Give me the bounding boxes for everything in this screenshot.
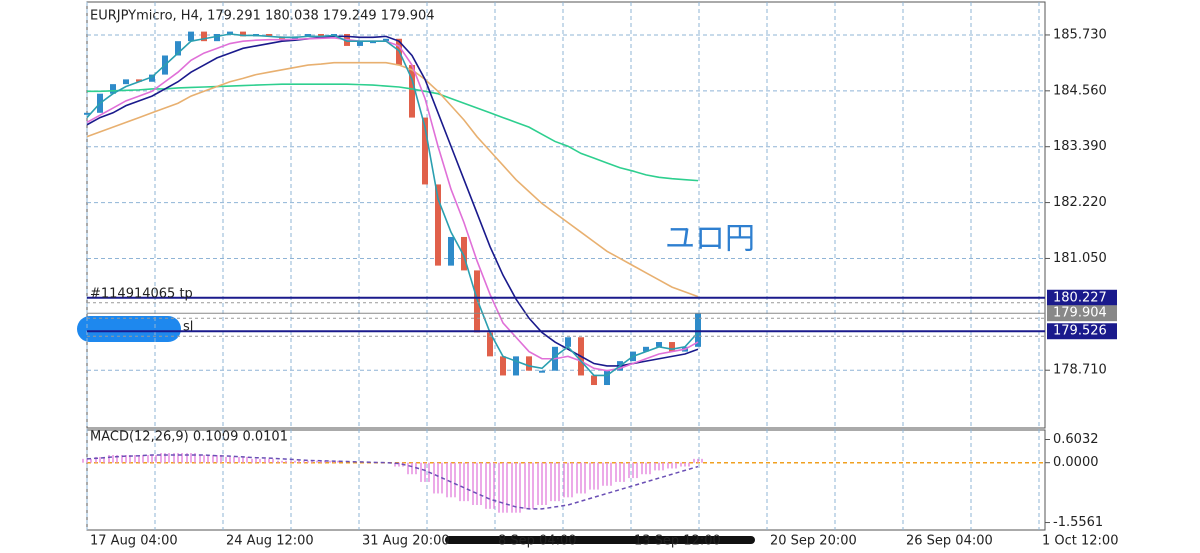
candle xyxy=(604,370,610,386)
candle xyxy=(487,332,493,357)
candle xyxy=(110,84,116,94)
ma-line xyxy=(86,33,699,377)
candle xyxy=(422,117,428,185)
x-tick-label: 31 Aug 20:00 xyxy=(362,534,450,549)
y-tick-label: 184.560 xyxy=(1053,83,1107,98)
level-label: sl xyxy=(183,320,193,335)
candle xyxy=(474,270,480,333)
candle xyxy=(591,375,597,386)
level-label: #114914065 tp xyxy=(90,286,193,301)
y-tick-label: 185.730 xyxy=(1053,27,1107,42)
candle xyxy=(214,33,220,42)
price-box xyxy=(1047,305,1117,322)
candle xyxy=(188,31,194,42)
candle xyxy=(266,33,272,37)
x-tick-label: 24 Aug 12:00 xyxy=(226,534,314,549)
price-box-label: 179.904 xyxy=(1053,306,1107,321)
y-tick-label: -1.5561 xyxy=(1053,515,1103,530)
candle xyxy=(149,74,155,82)
price-box-label: 180.227 xyxy=(1053,290,1107,305)
x-tick-label: 17 Aug 04:00 xyxy=(90,534,178,549)
price-box-label: 179.526 xyxy=(1053,324,1107,339)
candle xyxy=(409,65,415,118)
y-tick-label: 181.050 xyxy=(1053,251,1107,266)
candle xyxy=(539,370,545,373)
candle xyxy=(201,31,207,42)
candle xyxy=(305,33,311,37)
ma-line xyxy=(86,35,699,367)
candle xyxy=(448,236,454,266)
macd-panel xyxy=(86,429,1046,531)
candle xyxy=(565,337,571,347)
price-panel xyxy=(86,1,1046,429)
y-tick-label: 0.0000 xyxy=(1053,455,1099,470)
y-tick-label: 183.390 xyxy=(1053,139,1107,154)
ma-line xyxy=(86,61,699,298)
candle xyxy=(84,112,90,115)
candle xyxy=(370,41,376,44)
x-tick-label: 13 Sep 12:00 xyxy=(634,534,721,549)
candle xyxy=(136,79,142,82)
candle xyxy=(669,342,675,352)
candle xyxy=(461,236,467,271)
candle xyxy=(318,33,324,37)
y-tick-label: 182.220 xyxy=(1053,195,1107,210)
candle xyxy=(357,41,363,46)
candle xyxy=(526,356,532,371)
candle xyxy=(227,31,233,34)
candle xyxy=(240,31,246,37)
candle xyxy=(435,184,441,266)
candle xyxy=(383,38,389,42)
candle xyxy=(643,346,649,352)
scrollbar xyxy=(445,536,755,544)
macd-title: MACD(12,26,9) 0.1009 0.0101 xyxy=(90,430,288,445)
signal-line xyxy=(86,454,699,510)
candle xyxy=(695,313,701,347)
candle xyxy=(123,79,129,85)
candle xyxy=(513,356,519,376)
ma-line xyxy=(86,37,699,372)
price-box xyxy=(1047,323,1117,340)
redaction xyxy=(77,316,181,342)
y-tick-label: 178.710 xyxy=(1053,363,1107,378)
candle xyxy=(656,342,662,347)
ma-line xyxy=(87,83,699,182)
x-tick-label: 1 Oct 12:00 xyxy=(1042,534,1118,549)
annotation: ユロ円 xyxy=(665,222,755,257)
candle xyxy=(175,41,181,56)
chart-title: EURJPYmicro, H4, 179.291 180.038 179.249… xyxy=(90,9,435,24)
y-tick-label: 0.6032 xyxy=(1053,432,1099,447)
candle xyxy=(500,356,506,376)
x-tick-label: 8 Sep 04:00 xyxy=(498,534,577,549)
x-tick-label: 20 Sep 20:00 xyxy=(770,534,857,549)
price-box xyxy=(1047,289,1117,306)
x-tick-label: 26 Sep 04:00 xyxy=(906,534,993,549)
